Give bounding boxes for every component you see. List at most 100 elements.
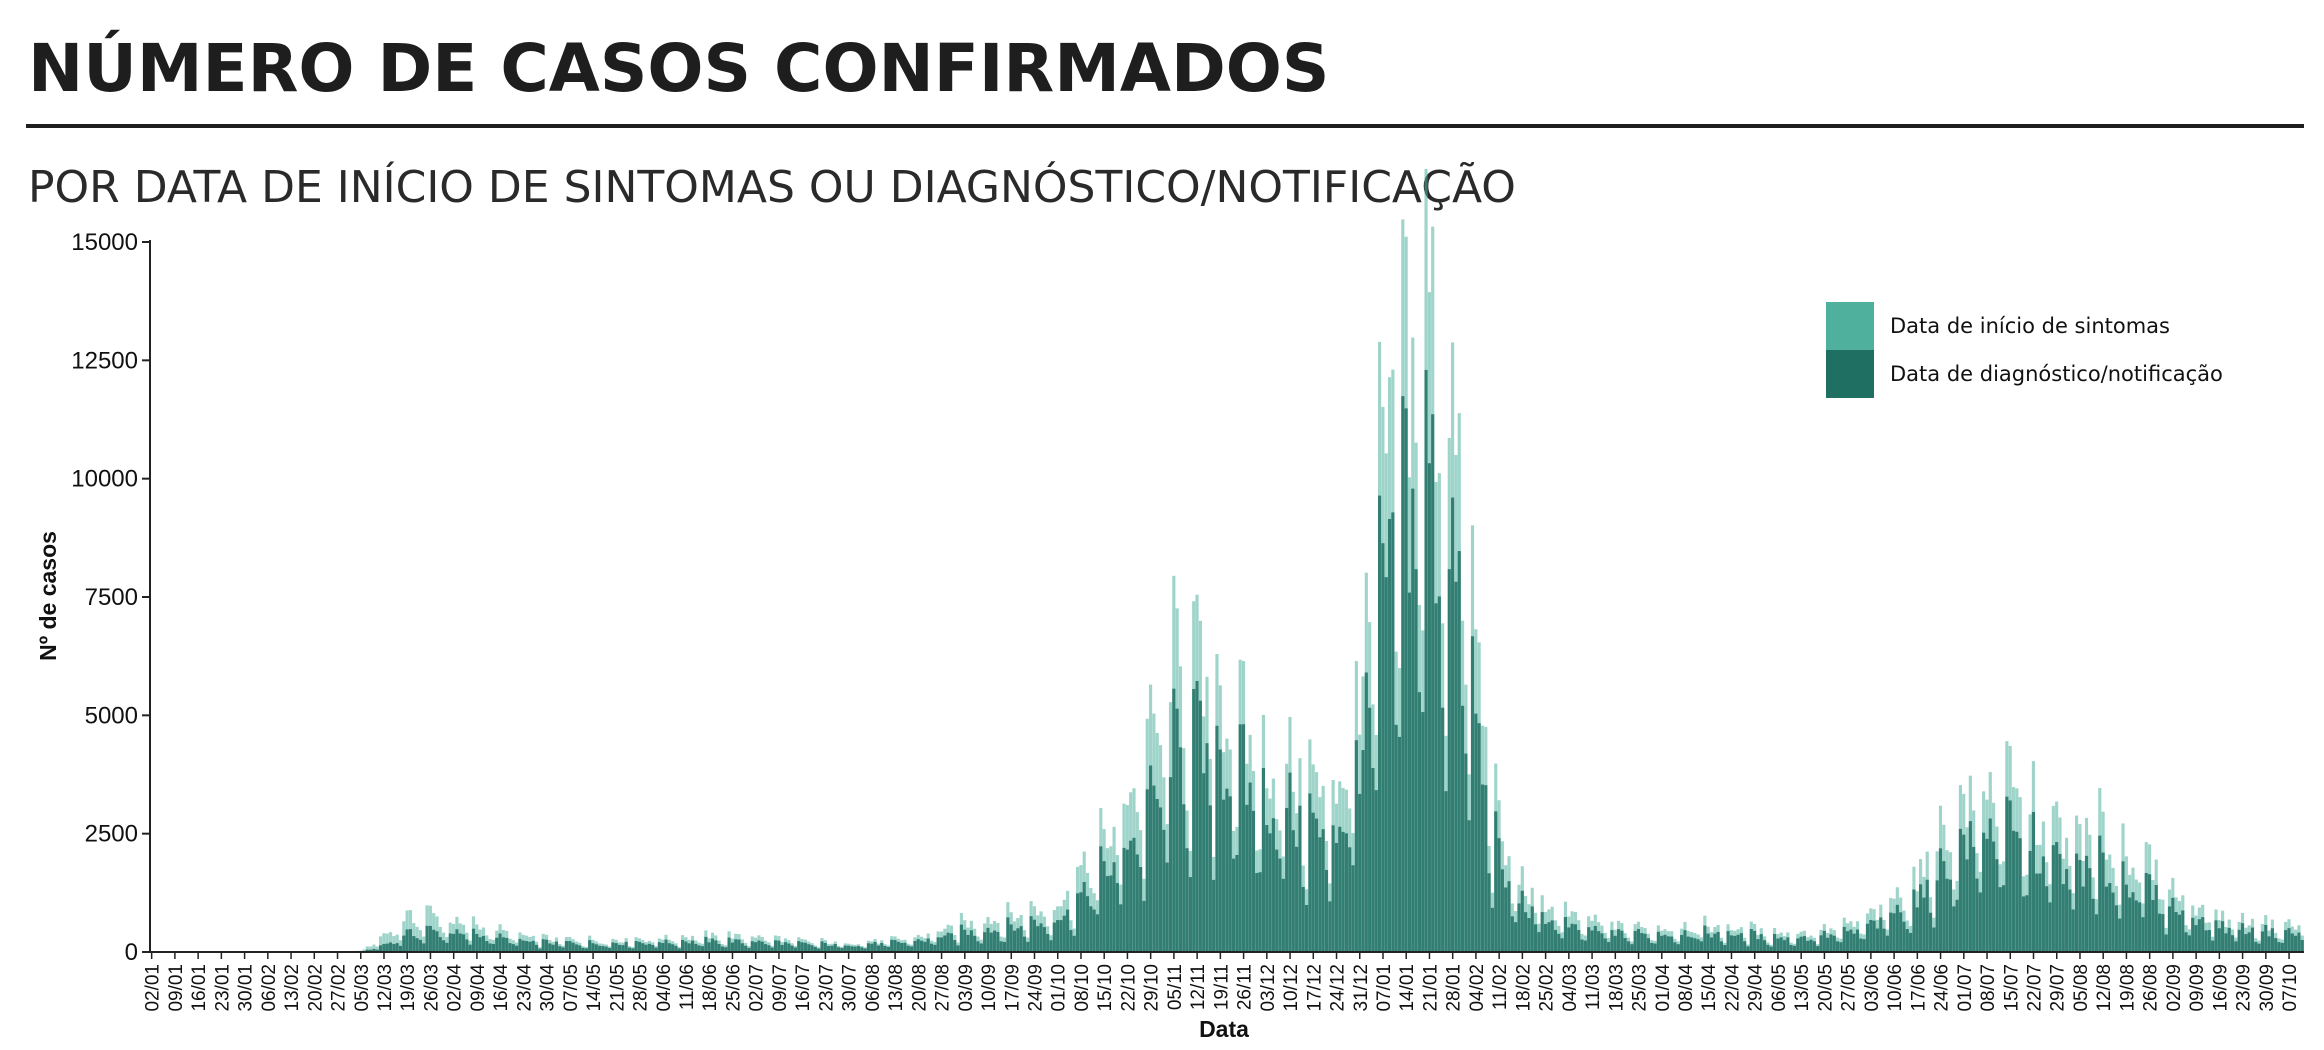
bar-diagnosis <box>1895 904 1899 952</box>
x-tick-label: 16/01 <box>189 964 210 1012</box>
bar-diagnosis <box>1836 941 1840 952</box>
bar-diagnosis <box>880 942 884 952</box>
x-tick-label: 05/03 <box>352 964 373 1012</box>
bar-diagnosis <box>939 937 944 952</box>
x-tick-label: 21/05 <box>607 964 628 1012</box>
bar-diagnosis <box>445 942 449 952</box>
bar-diagnosis <box>1195 680 1199 952</box>
bar-diagnosis <box>1059 920 1063 952</box>
bar-diagnosis <box>1102 861 1106 952</box>
x-tick-label: 20/08 <box>909 964 930 1012</box>
bar-diagnosis <box>1510 916 1514 952</box>
x-tick-label: 03/12 <box>1258 964 1279 1012</box>
bar-diagnosis <box>1245 804 1249 952</box>
bar-diagnosis <box>1062 915 1066 952</box>
bar-diagnosis <box>1779 937 1783 952</box>
bar-diagnosis <box>1427 463 1431 952</box>
bar-diagnosis <box>963 929 967 952</box>
bar-diagnosis <box>694 943 698 952</box>
bar-diagnosis <box>1855 929 1860 952</box>
bar-diagnosis <box>2247 932 2251 952</box>
bar-diagnosis <box>727 937 731 952</box>
x-tick-label: 21/01 <box>1420 964 1441 1012</box>
bar-diagnosis <box>392 944 396 952</box>
bar-diagnosis <box>2068 889 2072 952</box>
bar-diagnosis <box>1092 909 1096 952</box>
bar-diagnosis <box>1709 937 1714 952</box>
bar-diagnosis <box>1809 939 1813 952</box>
bar-diagnosis <box>2267 936 2271 952</box>
bar-diagnosis <box>790 945 794 952</box>
x-tick-label: 28/01 <box>1444 964 1465 1012</box>
y-tick-label: 10000 <box>71 466 138 493</box>
bar-diagnosis <box>488 943 492 952</box>
bar-diagnosis <box>382 943 386 952</box>
bar-diagnosis <box>667 943 671 952</box>
bar-diagnosis <box>2001 885 2006 952</box>
bar-diagnosis <box>1414 569 1418 952</box>
bar-diagnosis <box>1314 818 1319 952</box>
bar-diagnosis <box>2201 917 2205 952</box>
bar-symptom-onset <box>388 932 393 952</box>
bar-diagnosis <box>1002 941 1007 952</box>
bar-diagnosis <box>2118 918 2122 952</box>
bar-diagnosis <box>2240 923 2245 952</box>
x-tick-label: 26/08 <box>2141 964 2162 1012</box>
bar-diagnosis <box>1660 935 1664 952</box>
bar-diagnosis <box>1311 812 1315 952</box>
x-tick-label: 31/12 <box>1351 964 1372 1012</box>
bar-diagnosis <box>1603 938 1607 952</box>
bar-diagnosis <box>2234 941 2238 952</box>
bar-diagnosis <box>1547 922 1551 952</box>
bar-diagnosis <box>388 942 393 952</box>
bar-diagnosis <box>1912 889 1916 952</box>
x-tick-label: 23/07 <box>816 964 837 1012</box>
bar-diagnosis <box>870 943 874 952</box>
bar-diagnosis <box>1490 907 1495 952</box>
bar-diagnosis <box>1869 919 1873 952</box>
bar-diagnosis <box>1626 941 1631 952</box>
bar-diagnosis <box>1802 936 1806 952</box>
bar-diagnosis <box>1215 725 1219 952</box>
bar-diagnosis <box>1527 918 1531 952</box>
bar-diagnosis <box>1125 849 1129 952</box>
bar-diagnosis <box>674 945 678 952</box>
x-tick-label: 20/02 <box>305 964 326 1012</box>
bar-diagnosis <box>1826 937 1830 952</box>
bar-diagnosis <box>1862 939 1866 952</box>
bar-diagnosis <box>584 948 588 952</box>
bar-diagnosis <box>1185 848 1189 952</box>
bar-diagnosis <box>548 943 552 952</box>
bar-diagnosis <box>1739 933 1743 952</box>
bar-diagnosis <box>1756 939 1760 952</box>
bar-diagnosis <box>1009 924 1013 952</box>
bar-diagnosis <box>1786 937 1790 952</box>
bar-diagnosis <box>1321 829 1325 952</box>
bar-diagnosis <box>873 941 877 952</box>
bar-diagnosis <box>1285 808 1289 952</box>
x-tick-label: 01/07 <box>1955 964 1976 1012</box>
bar-diagnosis <box>1597 931 1601 952</box>
bar-diagnosis <box>2005 796 2009 952</box>
bar-diagnosis <box>408 929 413 952</box>
x-tick-label: 13/08 <box>886 964 907 1012</box>
bar-diagnosis <box>2284 930 2288 952</box>
x-tick-label: 09/01 <box>166 964 187 1012</box>
bar-diagnosis <box>617 944 622 952</box>
x-tick-label: 26/03 <box>421 964 442 1012</box>
bar-diagnosis <box>2101 852 2105 952</box>
bar-diagnosis <box>2061 884 2065 952</box>
bar-diagnosis <box>773 940 778 952</box>
bar-diagnosis <box>525 941 529 952</box>
bar-diagnosis <box>1364 672 1368 952</box>
bar-diagnosis <box>1829 934 1833 952</box>
bar-diagnosis <box>943 935 947 952</box>
bar-diagnosis <box>505 937 509 952</box>
bar-diagnosis <box>564 941 569 952</box>
bar-diagnosis <box>1736 934 1740 952</box>
bar-diagnosis <box>1892 913 1896 952</box>
bar-diagnosis <box>1922 897 1926 952</box>
x-tick-label: 08/07 <box>1978 964 1999 1012</box>
bar-diagnosis <box>856 946 861 952</box>
bar-diagnosis <box>677 948 681 952</box>
